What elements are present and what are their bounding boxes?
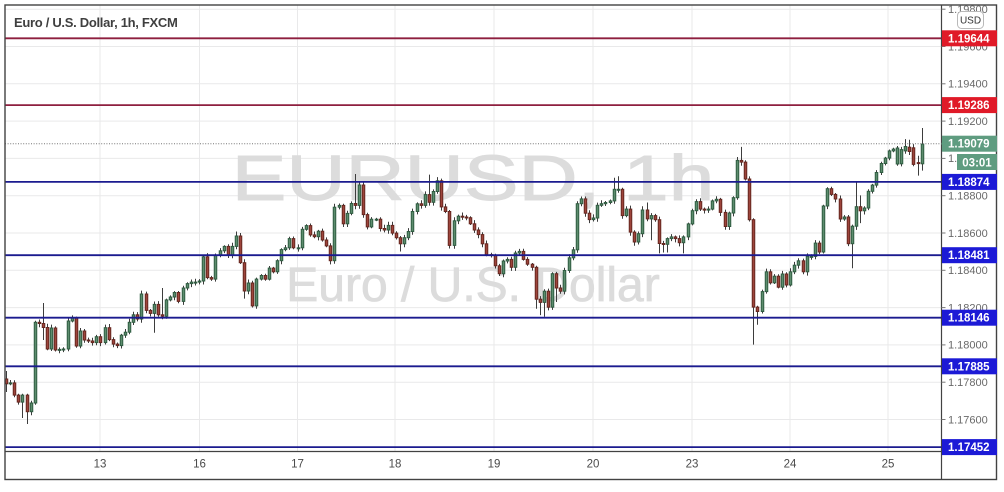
svg-text:16: 16 xyxy=(193,459,206,471)
svg-text:25: 25 xyxy=(882,459,895,471)
svg-text:1.19286: 1.19286 xyxy=(948,100,990,112)
svg-text:18: 18 xyxy=(389,459,402,471)
svg-text:1.17885: 1.17885 xyxy=(948,361,990,373)
svg-text:1.18874: 1.18874 xyxy=(948,177,990,189)
svg-text:13: 13 xyxy=(94,459,107,471)
svg-text:1.18400: 1.18400 xyxy=(948,265,988,277)
svg-text:1.17600: 1.17600 xyxy=(948,414,988,426)
svg-text:20: 20 xyxy=(587,459,600,471)
svg-text:17: 17 xyxy=(291,459,304,471)
svg-text:1.17452: 1.17452 xyxy=(948,442,990,454)
svg-text:1.19400: 1.19400 xyxy=(948,79,988,91)
svg-text:EURUSD, 1h: EURUSD, 1h xyxy=(232,142,715,214)
svg-text:1.18800: 1.18800 xyxy=(948,191,988,203)
svg-text:1.18481: 1.18481 xyxy=(948,250,990,262)
svg-text:1.18146: 1.18146 xyxy=(948,313,990,325)
svg-text:23: 23 xyxy=(686,459,699,471)
svg-text:19: 19 xyxy=(488,459,501,471)
svg-text:1.18600: 1.18600 xyxy=(948,228,988,240)
svg-text:1.18000: 1.18000 xyxy=(948,340,988,352)
svg-text:1.19200: 1.19200 xyxy=(948,116,988,128)
svg-text:1.19079: 1.19079 xyxy=(948,139,990,151)
svg-text:1.19644: 1.19644 xyxy=(948,33,990,45)
svg-text:Euro / U.S. Dollar: Euro / U.S. Dollar xyxy=(286,259,659,312)
svg-text:24: 24 xyxy=(784,459,797,471)
svg-text:USD: USD xyxy=(960,16,981,27)
svg-text:1.17800: 1.17800 xyxy=(948,377,988,389)
svg-text:03:01: 03:01 xyxy=(962,158,992,170)
svg-text:Euro / U.S. Dollar, 1h, FXCM: Euro / U.S. Dollar, 1h, FXCM xyxy=(14,15,178,30)
